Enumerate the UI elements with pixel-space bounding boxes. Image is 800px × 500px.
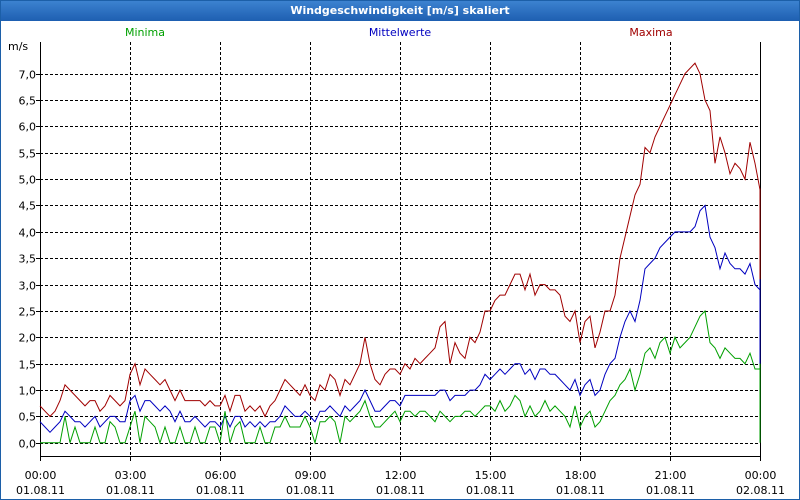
legend-maxima: Maxima [629, 26, 672, 39]
x-tick-date-label: 01.08.11 [376, 484, 425, 497]
chart-title: Windgeschwindigkeit [m/s] skaliert [1, 1, 799, 21]
tick-labels: 0,0 0,5 1,0 1,5 2,0 2,5 3,0 3,5 4,0 4,5 5,0 5,5 6,0 6… [16, 69, 785, 498]
x-tick-date-label: 01.08.11 [16, 484, 65, 497]
y-tick-label: 6,0 [19, 121, 37, 134]
y-tick-label: 5,0 [19, 174, 37, 187]
y-tick-label: 2,5 [19, 306, 37, 319]
x-tick-date-label: 02.08.11 [736, 484, 785, 497]
y-tick-label: 0,5 [19, 411, 37, 424]
y-tick-label: 3,0 [19, 280, 37, 293]
x-tick-date-label: 01.08.11 [196, 484, 245, 497]
x-tick-date-label: 01.08.11 [466, 484, 515, 497]
x-tick-time-label: 06:00 [205, 469, 237, 482]
x-tick-date-label: 01.08.11 [286, 484, 335, 497]
y-tick-label: 2,0 [19, 332, 37, 345]
legend-minima: Minima [125, 26, 165, 39]
series-line-minima [40, 309, 761, 445]
x-tick-date-label: 01.08.11 [646, 484, 695, 497]
y-tick-label: 1,5 [19, 359, 37, 372]
x-tick-time-label: 00:00 [745, 469, 777, 482]
x-tick-time-label: 00:00 [25, 469, 57, 482]
x-tick-time-label: 21:00 [655, 469, 687, 482]
x-tick-time-label: 18:00 [565, 469, 597, 482]
y-tick-label: 4,0 [19, 227, 37, 240]
x-tick-date-label: 01.08.11 [106, 484, 155, 497]
y-tick-label: 1,0 [19, 385, 37, 398]
axes [36, 42, 761, 461]
y-tick-label: 0,0 [19, 438, 37, 451]
series-lines [39, 62, 761, 445]
x-tick-time-label: 15:00 [475, 469, 507, 482]
x-tick-date-label: 01.08.11 [556, 484, 605, 497]
y-axis-unit-label: m/s [8, 40, 28, 53]
x-tick-time-label: 09:00 [295, 469, 327, 482]
x-tick-time-label: 12:00 [385, 469, 417, 482]
grid [40, 42, 760, 456]
y-tick-label: 7,0 [19, 69, 37, 82]
y-tick-label: 3,5 [19, 253, 37, 266]
y-tick-label: 5,5 [19, 148, 37, 161]
y-tick-label: 4,5 [19, 200, 37, 213]
x-tick-time-label: 03:00 [115, 469, 147, 482]
y-tick-label: 6,5 [19, 95, 37, 108]
legend-mittelwerte: Mittelwerte [369, 26, 432, 39]
